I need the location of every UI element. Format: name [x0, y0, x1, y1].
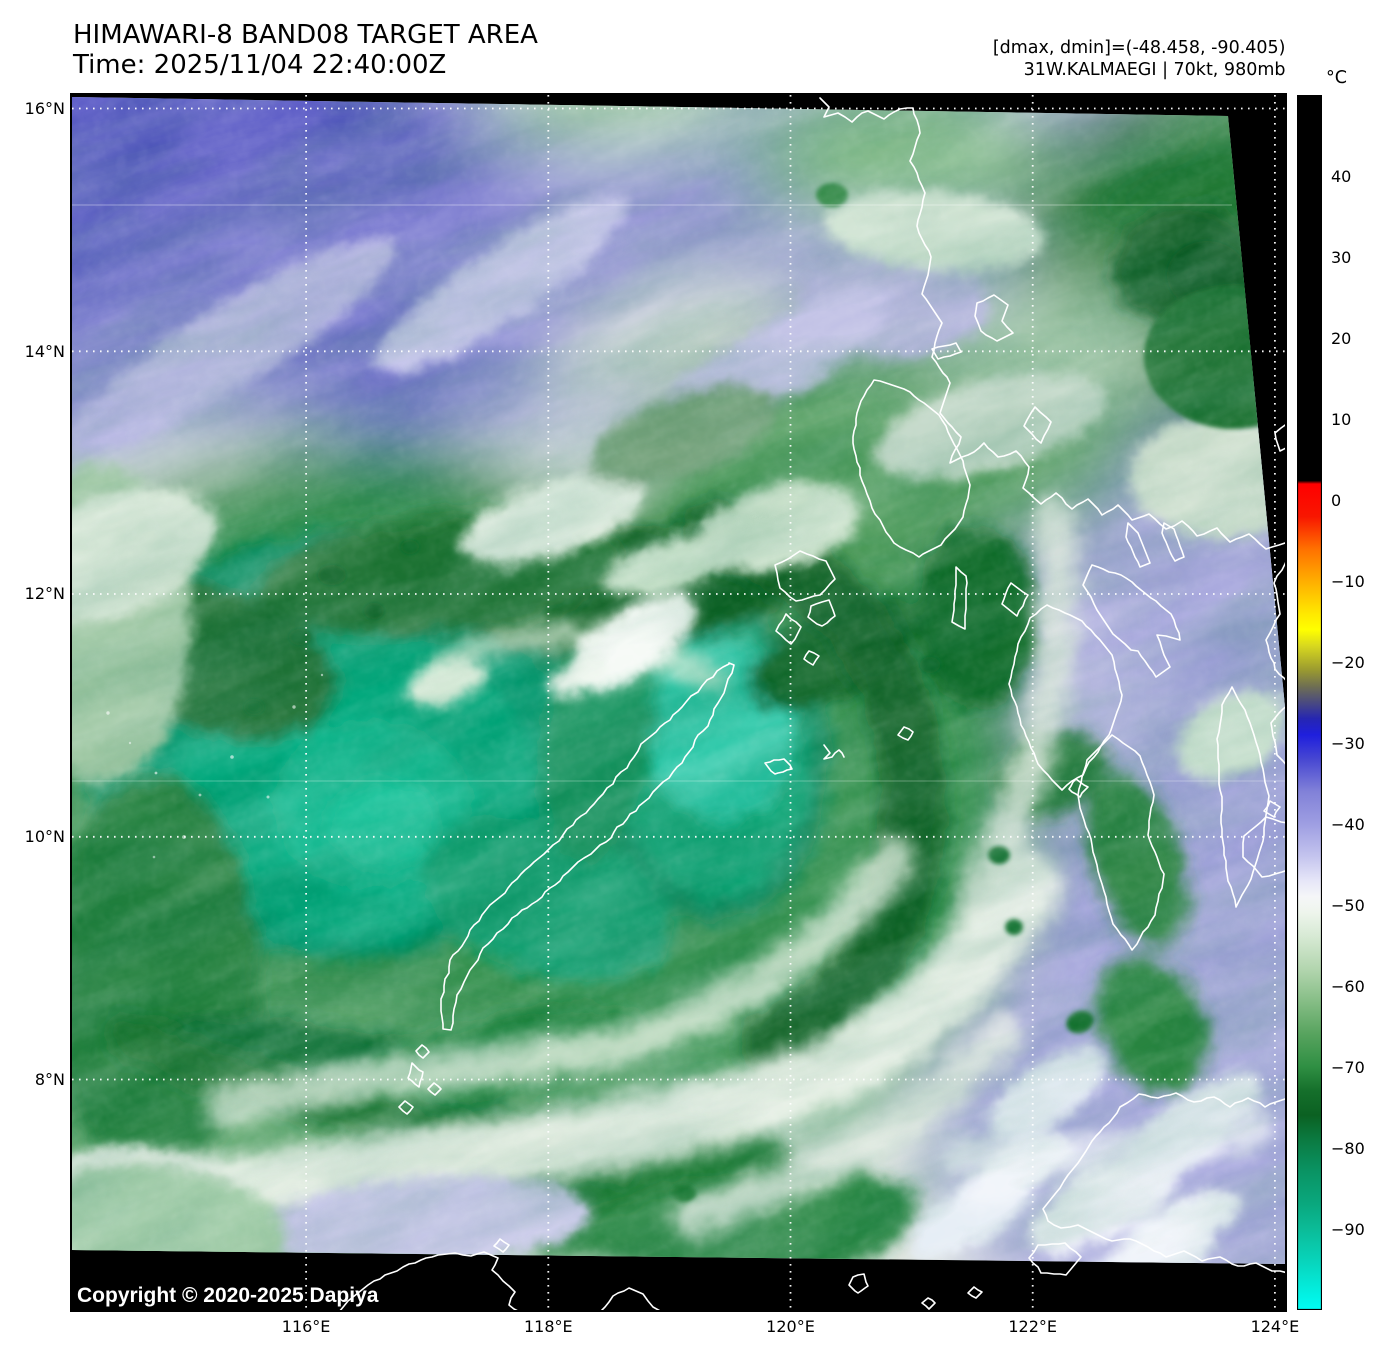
coastline-path: [427, 1082, 442, 1096]
coastline-path: [1028, 1242, 1082, 1276]
lon-tick-label: 122°E: [1008, 1316, 1058, 1336]
lat-tick-label: 14°N: [24, 341, 65, 361]
colorbar-tick-label: −60: [1331, 976, 1365, 996]
coastline-path: [1274, 422, 1289, 452]
coastline-path: [897, 726, 914, 741]
coastline-path: [493, 1238, 510, 1253]
coastline-path: [1270, 704, 1289, 768]
satellite-imagery: [72, 95, 1290, 1313]
colorbar-tick-label: 40: [1331, 167, 1352, 187]
colorbar-tick-label: 30: [1331, 248, 1352, 267]
coastline-path: [803, 650, 820, 666]
coastline-path: [1082, 564, 1181, 678]
coastline-path: [1125, 522, 1151, 568]
coastline-path: [774, 550, 836, 602]
coastline-path: [848, 1273, 869, 1294]
coastline-path: [1216, 686, 1270, 908]
lat-tick-label: 10°N: [24, 827, 65, 847]
coastline-path: [1068, 778, 1089, 798]
lon-tick-label: 116°E: [281, 1316, 331, 1336]
colorbar-tick-label: 0: [1331, 490, 1342, 510]
colorbar-tick-label: −10: [1331, 571, 1365, 591]
dmax-dmin-annotation: [dmax, dmin]=(-48.458, -90.405): [992, 37, 1286, 58]
copyright-label: Copyright © 2020-2025 Dapiya: [77, 1284, 379, 1307]
storm-annotation: 31W.KALMAEGI | 70kt, 980mb: [1023, 59, 1286, 80]
lon-tick-label: 120°E: [766, 1316, 815, 1336]
lon-tick-label: 118°E: [523, 1316, 573, 1336]
coastline-path: [1042, 1092, 1289, 1274]
figure-title: HIMAWARI-8 BAND08 TARGET AREA: [73, 20, 538, 50]
map-plot-area: [70, 93, 1290, 1313]
coastline-path: [1023, 406, 1052, 444]
colorbar-tick-label: −40: [1331, 814, 1365, 834]
coastline-path: [819, 97, 1286, 550]
coastline-path: [1077, 734, 1165, 951]
lat-tick-label: 8°N: [34, 1069, 65, 1089]
colorbar-tick-label: −30: [1331, 733, 1365, 753]
colorbar-tick-label: −50: [1331, 895, 1365, 915]
colorbar-tick-label: −90: [1331, 1219, 1365, 1239]
coastline-path: [1001, 582, 1029, 617]
coastline-path: [775, 613, 802, 645]
coastline-path: [974, 294, 1014, 342]
coastline-path: [967, 1286, 983, 1299]
cloud-grain: [72, 97, 1285, 1264]
coastline-path: [764, 758, 793, 775]
figure-timestamp: Time: 2025/11/04 22:40:00Z: [73, 50, 447, 80]
colorbar-unit-label: °C: [1326, 67, 1347, 88]
coastline-path: [398, 1100, 414, 1115]
colorbar-tick-label: −70: [1331, 1057, 1365, 1077]
satellite-data-region: [72, 97, 1285, 1264]
colorbar: [1297, 95, 1322, 1310]
coastline-path: [1161, 522, 1185, 562]
coastline-path: [823, 744, 845, 760]
colorbar-tick-label: 10: [1331, 409, 1352, 429]
coastline-path: [599, 1287, 663, 1313]
colorbar-tick-label: −80: [1331, 1138, 1365, 1158]
colorbar-tick-label: −20: [1331, 652, 1365, 672]
lon-tick-label: 124°E: [1250, 1316, 1300, 1336]
lat-tick-label: 12°N: [24, 584, 65, 604]
coastline-path: [407, 1062, 424, 1088]
colorbar-gradient: [1297, 95, 1322, 1310]
coastline-path: [951, 566, 968, 630]
coastline-path: [415, 1044, 430, 1059]
colorbar-tick-label: 20: [1331, 329, 1352, 348]
coastline-path: [440, 662, 735, 1031]
coastline-path: [921, 1297, 936, 1310]
lat-tick-label: 16°N: [24, 98, 65, 118]
coastline-path: [852, 379, 971, 558]
coastline-path: [807, 599, 836, 627]
coastline-path: [338, 1251, 521, 1313]
